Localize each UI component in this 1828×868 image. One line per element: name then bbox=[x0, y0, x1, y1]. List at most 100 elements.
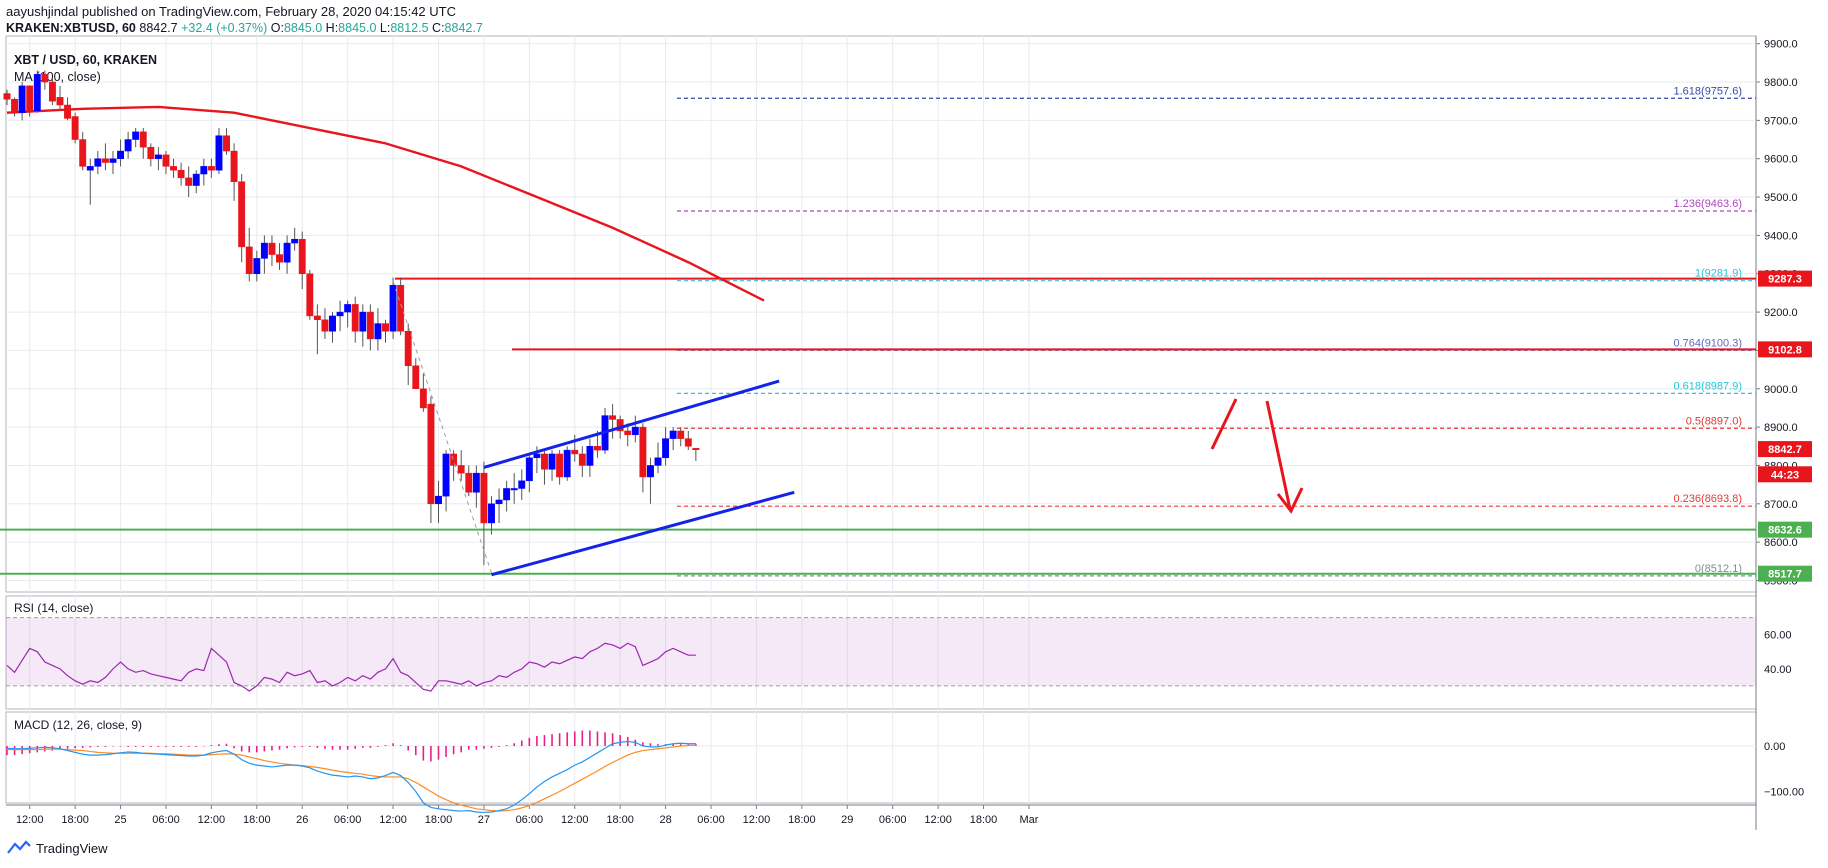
candle-body bbox=[556, 453, 564, 478]
price-tick-label: 9800.0 bbox=[1764, 77, 1798, 89]
candle-body bbox=[230, 150, 238, 182]
tradingview-logo-icon bbox=[7, 840, 31, 854]
price-tick-label: 9000.0 bbox=[1764, 384, 1798, 396]
candle-body bbox=[207, 166, 215, 171]
candle-body bbox=[298, 238, 306, 274]
candle-body bbox=[283, 242, 291, 263]
published-line: aayushjindal published on TradingView.co… bbox=[6, 4, 456, 19]
ma-indicator-label: MA (100, close) bbox=[14, 70, 101, 84]
candle-body bbox=[64, 104, 72, 119]
time-tick-label: 18:00 bbox=[606, 814, 634, 826]
candle-body bbox=[488, 503, 495, 524]
candle-body bbox=[457, 465, 465, 474]
high-value: 8845.0 bbox=[338, 21, 377, 35]
candle-body bbox=[533, 453, 541, 459]
candle-body bbox=[48, 81, 56, 102]
horizontal-level-tag-label: 9102.8 bbox=[1768, 344, 1802, 356]
symbol-name[interactable]: KRAKEN:XBTUSD, 60 bbox=[6, 21, 136, 35]
candle-body bbox=[124, 139, 132, 152]
macd-pane-border bbox=[5, 711, 1757, 804]
footer-brand: TradingView bbox=[6, 840, 108, 856]
low-value: 8812.5 bbox=[390, 21, 429, 35]
horizontal-level-tag-label: 8632.6 bbox=[1768, 525, 1802, 537]
time-tick-label: 12:00 bbox=[379, 814, 407, 826]
fib-level-label: 1(9281.9) bbox=[1695, 268, 1742, 280]
horizontal-level-tag-label: 8517.7 bbox=[1768, 569, 1802, 581]
candle-body bbox=[631, 426, 639, 436]
candle-body bbox=[117, 150, 124, 159]
candle-body bbox=[571, 449, 579, 455]
chart-header: aayushjindal published on TradingView.co… bbox=[6, 4, 483, 36]
candle-body bbox=[253, 258, 261, 274]
price-tag bbox=[1758, 441, 1812, 458]
candle-body bbox=[503, 488, 511, 501]
candle-body bbox=[238, 181, 246, 248]
candle-body bbox=[472, 472, 480, 493]
candle-body bbox=[639, 426, 647, 478]
candle-body bbox=[26, 85, 34, 112]
candle-body bbox=[86, 166, 94, 171]
horizontal-level-tag bbox=[1758, 521, 1812, 538]
price-tag-label: 8842.7 bbox=[1768, 444, 1802, 456]
candle-body bbox=[268, 242, 276, 255]
time-tick-label: 06:00 bbox=[152, 814, 180, 826]
time-tick-label: 26 bbox=[296, 814, 308, 826]
symbol-line: KRAKEN:XBTUSD, 60 8842.7 +32.4 (+0.37%) … bbox=[6, 20, 483, 36]
low-label: L: bbox=[379, 21, 391, 35]
ma100-line bbox=[6, 105, 765, 302]
candle-body bbox=[419, 388, 427, 409]
candle-body bbox=[71, 116, 79, 140]
candle-body bbox=[79, 139, 87, 167]
candle-body bbox=[692, 447, 700, 450]
candle-body bbox=[578, 453, 586, 466]
candle-body bbox=[510, 488, 518, 491]
candle-body bbox=[684, 438, 692, 447]
horizontal-level-tag bbox=[1758, 270, 1812, 287]
candle-body bbox=[154, 154, 162, 159]
macd-line bbox=[6, 740, 696, 814]
horizontal-level-tag bbox=[1758, 565, 1812, 582]
price-tick-label: 9600.0 bbox=[1764, 154, 1798, 166]
candle-body bbox=[162, 154, 170, 167]
candle-body bbox=[336, 311, 344, 317]
candle-body bbox=[192, 173, 200, 186]
fib-level-label: 0.236(8693.8) bbox=[1674, 493, 1743, 505]
time-tick-label: 28 bbox=[659, 814, 671, 826]
candle-body bbox=[359, 311, 367, 332]
fib-level-label: 0(8512.1) bbox=[1695, 563, 1742, 575]
horizontal-level-tag-label: 9287.3 bbox=[1768, 274, 1802, 286]
rsi-band bbox=[6, 617, 1756, 686]
fib-level-label: 0.764(9100.3) bbox=[1674, 337, 1743, 349]
price-tag bbox=[1758, 466, 1812, 483]
fib-level-label: 0.618(8987.9) bbox=[1674, 380, 1743, 392]
candle-body bbox=[495, 499, 503, 505]
time-tick-label: 06:00 bbox=[697, 814, 725, 826]
fib-level-label: 0.5(8897.0) bbox=[1686, 415, 1742, 427]
price-tick-label: 8600.0 bbox=[1764, 537, 1798, 549]
candle-body bbox=[306, 273, 314, 317]
candle-body bbox=[435, 495, 442, 505]
candle-body bbox=[101, 158, 109, 163]
open-label: O: bbox=[270, 21, 284, 35]
price-tick-label: 9900.0 bbox=[1764, 39, 1798, 51]
time-tick-label: 06:00 bbox=[516, 814, 544, 826]
time-tick-label: 12:00 bbox=[16, 814, 44, 826]
price-tag-label: 44:23 bbox=[1771, 469, 1799, 481]
candle-body bbox=[33, 74, 41, 112]
brand-text: TradingView bbox=[36, 840, 108, 856]
channel-lower-line bbox=[491, 490, 795, 577]
time-tick-label: 06:00 bbox=[334, 814, 362, 826]
horizontal-level-tag bbox=[1758, 341, 1812, 358]
candle-body bbox=[291, 238, 299, 244]
candle-body bbox=[525, 457, 533, 482]
candle-body bbox=[329, 315, 336, 332]
close-label: C: bbox=[432, 21, 445, 35]
high-label: H: bbox=[325, 21, 339, 35]
candle-body bbox=[609, 415, 617, 420]
candle-body bbox=[450, 453, 458, 466]
candle-body bbox=[276, 254, 283, 263]
last-price: 8842.7 bbox=[139, 21, 178, 35]
candle-body bbox=[177, 169, 185, 179]
time-tick-label: 29 bbox=[841, 814, 853, 826]
